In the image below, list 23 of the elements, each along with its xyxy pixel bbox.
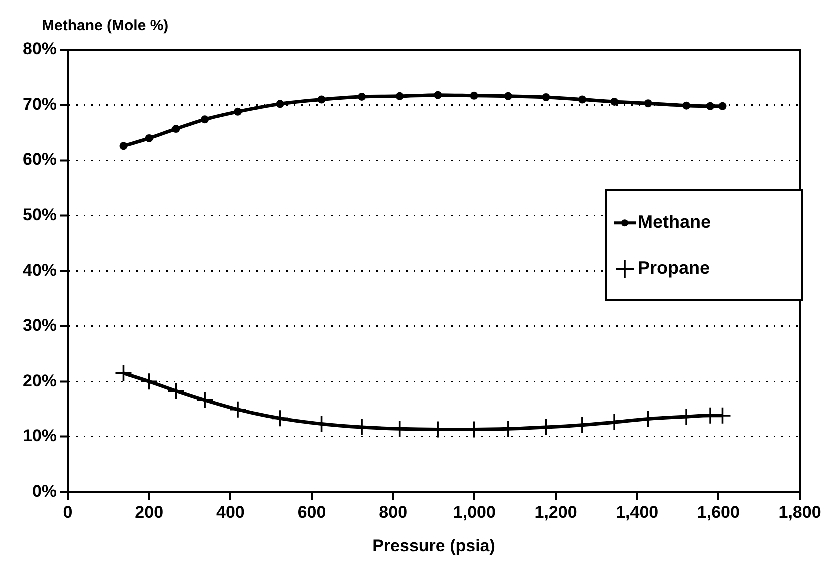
y-axis-title: Methane (Mole %) (42, 18, 169, 35)
y-tick-label: 50% (22, 206, 58, 225)
x-tick-label: 400 (216, 503, 245, 522)
y-tick-label: 40% (22, 260, 58, 280)
x-tick-label: 200 (135, 503, 164, 522)
y-tick-label: 0% (32, 482, 58, 501)
x-tick-label: 0 (63, 503, 73, 522)
x-tick-label: 1,400 (616, 503, 659, 522)
x-axis-title: Pressure (psia) (372, 536, 496, 556)
legend-label: Methane (638, 212, 712, 232)
y-tick-label: 20% (22, 371, 58, 390)
y-tick-label: 70% (22, 94, 58, 114)
x-tick-label: 1,800 (778, 503, 822, 522)
x-tick-label: 600 (298, 503, 326, 522)
y-tick-label: 10% (22, 426, 58, 446)
x-tick-label: 1,000 (453, 503, 496, 522)
y-tick-label: 80% (22, 40, 58, 59)
y-tick-label: 30% (22, 316, 58, 336)
y-tick-label: 60% (22, 150, 58, 170)
x-tick-label: 800 (379, 503, 408, 522)
x-tick-label: 1,600 (697, 503, 740, 522)
legend-label: Propane (638, 258, 710, 278)
x-tick-label: 1,200 (534, 503, 578, 522)
